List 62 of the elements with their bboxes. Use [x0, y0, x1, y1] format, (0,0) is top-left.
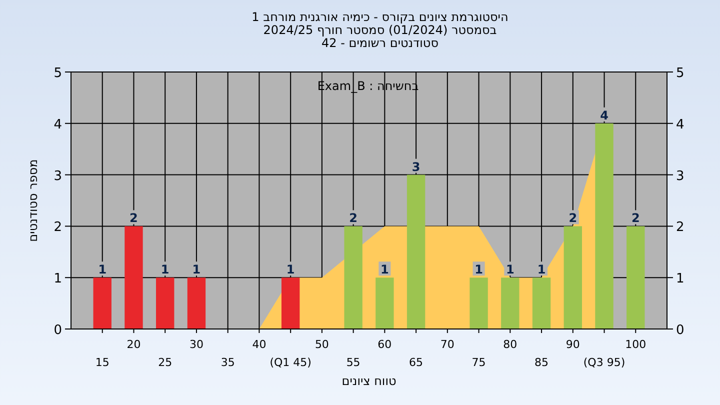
x-tick-label: (Q3 95)	[583, 356, 626, 369]
data-label: 1	[537, 262, 546, 277]
bar	[470, 278, 488, 329]
data-label: 1	[192, 262, 201, 277]
data-label: 1	[380, 262, 389, 277]
y2-tick-label: 5	[676, 66, 684, 81]
data-label: 4	[600, 108, 608, 122]
x-tick-label: 35	[220, 356, 235, 369]
y-tick-label: 0	[54, 323, 62, 338]
x-tick-label: 80	[503, 338, 518, 351]
x-tick-label: 50	[314, 338, 329, 351]
data-label: 2	[130, 211, 138, 226]
y-tick-label: 2	[54, 220, 62, 236]
data-label: 2	[568, 211, 578, 226]
x-tick-label: 55	[346, 356, 360, 369]
x-tick-label: 70	[440, 338, 454, 351]
data-label: 3	[412, 160, 420, 174]
bar	[281, 278, 300, 329]
y-tick-label: 1	[54, 272, 62, 287]
x-tick-label: 100	[625, 338, 646, 351]
bar	[501, 278, 520, 329]
bar	[595, 123, 614, 329]
bar	[156, 278, 174, 329]
data-label: 1	[286, 262, 295, 277]
y2-tick-label: 0	[676, 323, 684, 338]
y-tick-label: 4	[54, 117, 62, 132]
x-tick-label: 75	[472, 356, 486, 369]
data-label: 1	[506, 262, 514, 277]
bar	[124, 226, 143, 329]
bar	[93, 278, 112, 329]
bar	[626, 226, 645, 329]
data-label: 1	[98, 262, 107, 277]
x-tick-label: 60	[378, 338, 392, 351]
y2-tick-label: 1	[676, 272, 684, 287]
y-axis-title: מספר סטודנטים	[26, 159, 40, 242]
x-tick-label: 85	[534, 356, 549, 369]
x-tick-label: 30	[189, 338, 204, 351]
x-tick-label: 90	[566, 338, 580, 351]
x-tick-label: 65	[409, 356, 424, 369]
x-tick-label: 15	[95, 356, 110, 369]
chart-subtitle: בסמסטר (01/2024) סמסטר חורף 2024/25 סטודנטים רשומים - 42	[263, 23, 497, 50]
data-label: 2	[349, 211, 358, 226]
bar	[376, 278, 394, 329]
bar	[564, 226, 582, 329]
bar	[406, 174, 426, 329]
y-tick-label: 5	[54, 66, 62, 81]
data-label: 1	[160, 262, 170, 277]
data-label: 2	[631, 211, 640, 226]
y2-tick-label: 3	[676, 168, 684, 184]
x-tick-label: (Q1 45)	[270, 356, 312, 369]
y-tick-label: 3	[54, 168, 62, 184]
chart-title: היסטוגרמת ציונים בקורס - כימיה אורגנית מורחב 1	[252, 10, 508, 24]
x-tick-label: 40	[252, 338, 266, 351]
x-axis-title: טווח ציונים	[342, 374, 396, 388]
y2-tick-label: 2	[676, 220, 684, 236]
y2-tick-label: 4	[676, 117, 684, 132]
bar	[344, 226, 362, 329]
bar	[187, 278, 206, 329]
data-label: 1	[474, 262, 483, 277]
x-tick-label: 20	[126, 338, 141, 351]
bar	[532, 278, 551, 329]
x-tick-label: 25	[158, 356, 172, 369]
